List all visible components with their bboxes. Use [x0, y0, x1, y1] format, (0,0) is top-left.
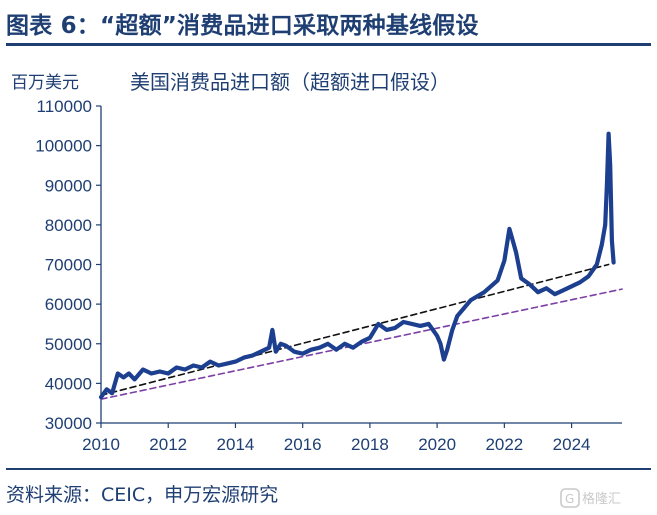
- source-note: 资料来源：CEIC，申万宏源研究: [6, 484, 279, 506]
- svg-text:格隆汇: 格隆汇: [582, 491, 621, 507]
- x-tick-label: 2012: [149, 435, 187, 454]
- y-tick-label: 90000: [45, 176, 92, 195]
- footer-divider: [6, 468, 651, 470]
- unit-label: 百万美元: [11, 73, 79, 93]
- series-line-imports: [98, 131, 616, 400]
- title-divider: [6, 43, 651, 46]
- y-tick-label: 80000: [45, 216, 92, 235]
- y-tick-label: 30000: [45, 414, 92, 433]
- y-tick-label: 100000: [35, 137, 92, 156]
- x-tick-label: 2010: [82, 435, 120, 454]
- y-axis-ticks: 30000 40000 50000 60000 70000 80000 90000 10000…: [35, 97, 101, 433]
- y-tick-label: 50000: [45, 335, 92, 354]
- chart-plot: 30000 40000 50000 60000 70000 80000 90000 10000…: [35, 97, 623, 454]
- trend-line-upper: [100, 263, 610, 397]
- chart-title: 美国消费品进口额（超额进口假设）: [130, 70, 450, 94]
- svg-text:G: G: [565, 492, 574, 506]
- chart-series: [98, 131, 623, 401]
- x-tick-label: 2018: [351, 435, 389, 454]
- x-tick-label: 2020: [418, 435, 456, 454]
- y-tick-label: 60000: [45, 295, 92, 314]
- y-tick-label: 110000: [37, 97, 92, 116]
- watermark-logo: G 格隆汇: [560, 488, 621, 508]
- y-tick-label: 70000: [45, 256, 92, 275]
- x-tick-label: 2014: [217, 435, 255, 454]
- x-tick-label: 2016: [284, 435, 322, 454]
- x-tick-label: 2022: [485, 435, 523, 454]
- y-tick-label: 40000: [45, 374, 92, 393]
- x-axis-ticks: 2010 2012 2014 2016 2018 2020 2022 2024: [82, 423, 590, 454]
- figure-title: 图表 6：“超额”消费品进口采取两种基线假设: [6, 13, 479, 39]
- x-tick-label: 2024: [553, 435, 591, 454]
